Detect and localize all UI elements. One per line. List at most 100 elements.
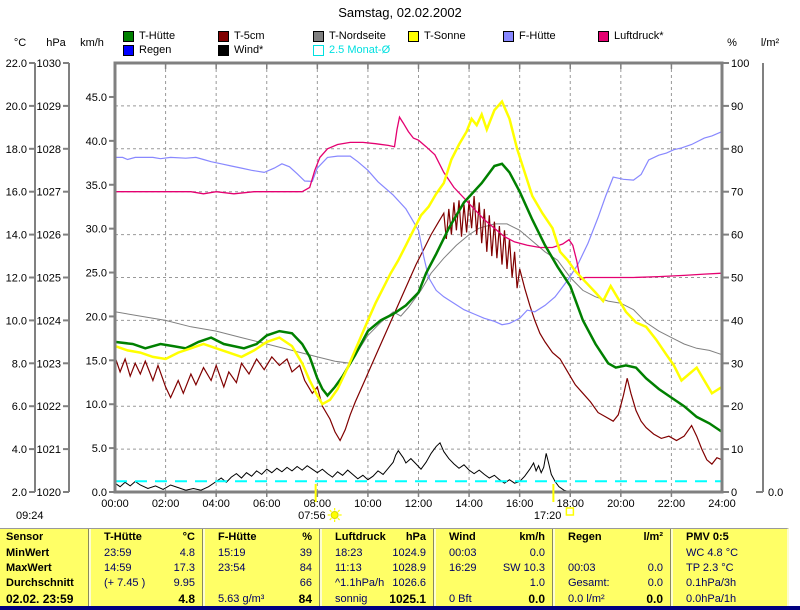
cell-value: SW 10.3 [502, 561, 545, 574]
table-value-row: 00:03 0.0 [436, 545, 553, 560]
column-unit: °C [182, 531, 195, 543]
hpa-tick-label: 1020 [37, 487, 61, 499]
table-row-label-row: Durchschnitt [0, 575, 89, 590]
lm2-tick-label: 0.0 [768, 487, 783, 499]
sun-markers: 07:56 17:20 [298, 484, 575, 522]
hpa-tick-label: 1028 [37, 144, 61, 156]
celsius-tick-label: 2.0 [12, 487, 27, 499]
column-header: PMV 0:5 [686, 531, 729, 543]
row-label: Sensor [6, 531, 44, 543]
legend-label: T-Nordseite [329, 30, 386, 42]
celsius-axis: 22.0 20.0 18.0 16.0 14.0 12.0 10.0 8.0 6.0 4.0 2.0 [6, 58, 36, 499]
cell-value: 0.0 [529, 546, 545, 559]
celsius-tick-label: 16.0 [6, 187, 27, 199]
table-value-row: 4.8 [91, 590, 203, 607]
table-value-row: 18:23 1024.9 [322, 545, 434, 560]
legend-item-luftdruck: Luftdruck* [598, 30, 664, 42]
sunset-icon [565, 507, 575, 516]
legend-item-regen: Regen [123, 44, 171, 56]
table-value-row: 5.63 g/m³ 84 [205, 590, 320, 607]
percent-tick-label: 70 [731, 187, 743, 199]
legend-label: Wind* [234, 44, 264, 56]
cell-value: 4.8 [178, 591, 195, 606]
hpa-tick-label: 1022 [37, 401, 61, 413]
x-tick-label: 06:00 [253, 498, 281, 510]
plot-frame [113, 61, 724, 497]
cell-time: 23:59 [104, 546, 132, 559]
cell-value: 1024.9 [392, 546, 426, 559]
table-row-label-row: MinWert [0, 545, 89, 560]
celsius-tick-label: 8.0 [12, 358, 27, 370]
celsius-tick-label: 14.0 [6, 230, 27, 242]
legend-swatch-icon [313, 30, 324, 42]
legend-swatch-icon [313, 44, 324, 56]
hpa-axis: 1030 1029 1028 1027 1026 1025 1024 1023 1022 1021… [37, 58, 70, 499]
cell-time: sonnig [335, 592, 368, 605]
row-label: MaxWert [6, 561, 52, 574]
table-value-row: WC 4.8 °C [673, 545, 787, 560]
cell-time: (+ 7.45 ) [104, 576, 146, 589]
kmh-tick-label: 45.0 [86, 92, 107, 104]
column-header: Wind [449, 531, 476, 543]
table-column-sensor: Sensor MinWert MaxWert Durchschnitt 02.02. 2… [0, 529, 89, 607]
lm2-axis: 0.0 [756, 63, 783, 499]
table-value-row: 23:54 84 [205, 560, 320, 575]
kmh-tick-label: 5.0 [92, 443, 107, 455]
table-value-row [555, 545, 671, 560]
column-unit: hPa [405, 531, 426, 543]
cell-time: TP 2.3 °C [686, 561, 734, 574]
table-value-row: 11:13 1028.9 [322, 560, 434, 575]
kmh-tick-label: 35.0 [86, 180, 107, 192]
table-value-row: ^1.1hPa/h 1026.6 [322, 575, 434, 590]
cell-value: 84 [298, 591, 312, 606]
column-unit: % [302, 531, 312, 543]
stats-table: Sensor MinWert MaxWert Durchschnitt 02.02. 2… [0, 528, 789, 607]
cell-value: 17.3 [173, 561, 195, 574]
kmh-tick-label: 40.0 [86, 136, 107, 148]
axis-unit-percent: % [727, 37, 737, 49]
celsius-tick-label: 12.0 [6, 273, 27, 285]
table-value-row: 0 Bft 0.0 [436, 590, 553, 607]
table-value-row: 66 [205, 575, 320, 590]
legend-label: Luftdruck* [614, 30, 664, 42]
sun-icon [327, 508, 342, 522]
column-unit: km/h [519, 531, 545, 543]
cell-value: 9.95 [173, 576, 195, 589]
cell-time: 0.0 l/m² [568, 592, 605, 605]
cell-time: 15:19 [218, 546, 246, 559]
table-value-row: 00:03 0.0 [555, 560, 671, 575]
table-column-luftdruck: Luftdruck hPa 18:23 1024.9 11:13 1028.9 ^1.1hP… [320, 529, 434, 607]
hpa-tick-label: 1024 [37, 315, 61, 327]
cell-value: 1.0 [529, 576, 545, 589]
cell-time: WC 4.8 °C [686, 546, 739, 559]
cell-value: 4.8 [179, 546, 195, 559]
row-label: Durchschnitt [6, 576, 74, 589]
legend-item-t-huette: T-Hütte [123, 30, 175, 42]
x-tick-label: 18:00 [556, 498, 584, 510]
table-value-row: 23:59 4.8 [91, 545, 203, 560]
celsius-tick-label: 22.0 [6, 58, 27, 70]
cell-value: 0.0 [647, 576, 663, 589]
table-value-row: 15:19 39 [205, 545, 320, 560]
table-value-row: 0.1hPa/3h [673, 575, 787, 590]
x-tick-label: 00:00 [101, 498, 129, 510]
table-header-row: Wind km/h [436, 529, 553, 545]
cell-value: 39 [299, 546, 312, 559]
celsius-tick-label: 6.0 [12, 401, 27, 413]
x-tick-label: 24:00 [708, 498, 736, 510]
series-t-h-tte [114, 162, 723, 433]
series-t-nordseite [114, 223, 723, 364]
table-value-row: (+ 7.45 ) 9.95 [91, 575, 203, 590]
series [114, 99, 723, 493]
table-header-row: PMV 0:5 [673, 529, 787, 545]
column-header: T-Hütte [104, 531, 142, 543]
table-row-label-row: 02.02. 23:59 [0, 590, 89, 607]
table-header-row: T-Hütte °C [91, 529, 203, 545]
cell-value: 0.0 [646, 591, 663, 606]
axis-unit-kmh: km/h [80, 37, 104, 49]
cell-time: 0.1hPa/3h [686, 576, 737, 589]
table-value-row: Gesamt: 0.0 [555, 575, 671, 590]
percent-tick-label: 60 [731, 230, 743, 242]
hpa-tick-label: 1026 [37, 230, 61, 242]
